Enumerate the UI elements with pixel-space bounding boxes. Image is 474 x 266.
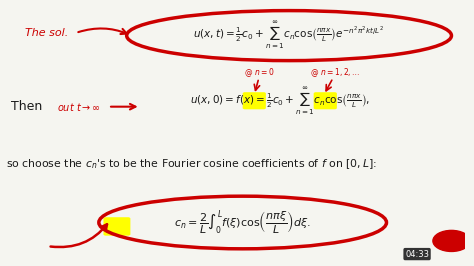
Text: @ $n{=}1,2,\ldots$: @ $n{=}1,2,\ldots$ [310, 66, 361, 79]
FancyBboxPatch shape [314, 92, 337, 109]
Text: so choose the $c_n$'s to be the Fourier cosine coefficients of $f$ on $[0, L]$:: so choose the $c_n$'s to be the Fourier … [6, 158, 377, 172]
Text: $u(x,t)=\frac{1}{2}c_0+\sum_{n=1}^{\infty}c_n\cos\!\left(\frac{n\pi x}{L}\right): $u(x,t)=\frac{1}{2}c_0+\sum_{n=1}^{\inft… [193, 20, 385, 51]
FancyBboxPatch shape [243, 92, 266, 109]
Text: $c_n=\dfrac{2}{L}\int_0^L f(\xi)\cos\!\left(\dfrac{n\pi\xi}{L}\right)d\xi.$: $c_n=\dfrac{2}{L}\int_0^L f(\xi)\cos\!\l… [174, 208, 311, 237]
FancyBboxPatch shape [103, 217, 130, 236]
Text: The sol.: The sol. [25, 28, 68, 38]
Text: $u(x,0)=f(x)=\frac{1}{2}c_0+\sum_{n=1}^{\infty}c_n\cos\!\left(\frac{n\pi x}{L}\r: $u(x,0)=f(x)=\frac{1}{2}c_0+\sum_{n=1}^{… [190, 86, 370, 117]
Text: 04:33: 04:33 [405, 250, 429, 259]
Text: $\it{out}\ t{\to}\infty$: $\it{out}\ t{\to}\infty$ [57, 101, 101, 113]
Circle shape [433, 230, 470, 251]
Text: Then: Then [11, 100, 42, 113]
Text: @ $n{=}0$: @ $n{=}0$ [244, 66, 274, 79]
